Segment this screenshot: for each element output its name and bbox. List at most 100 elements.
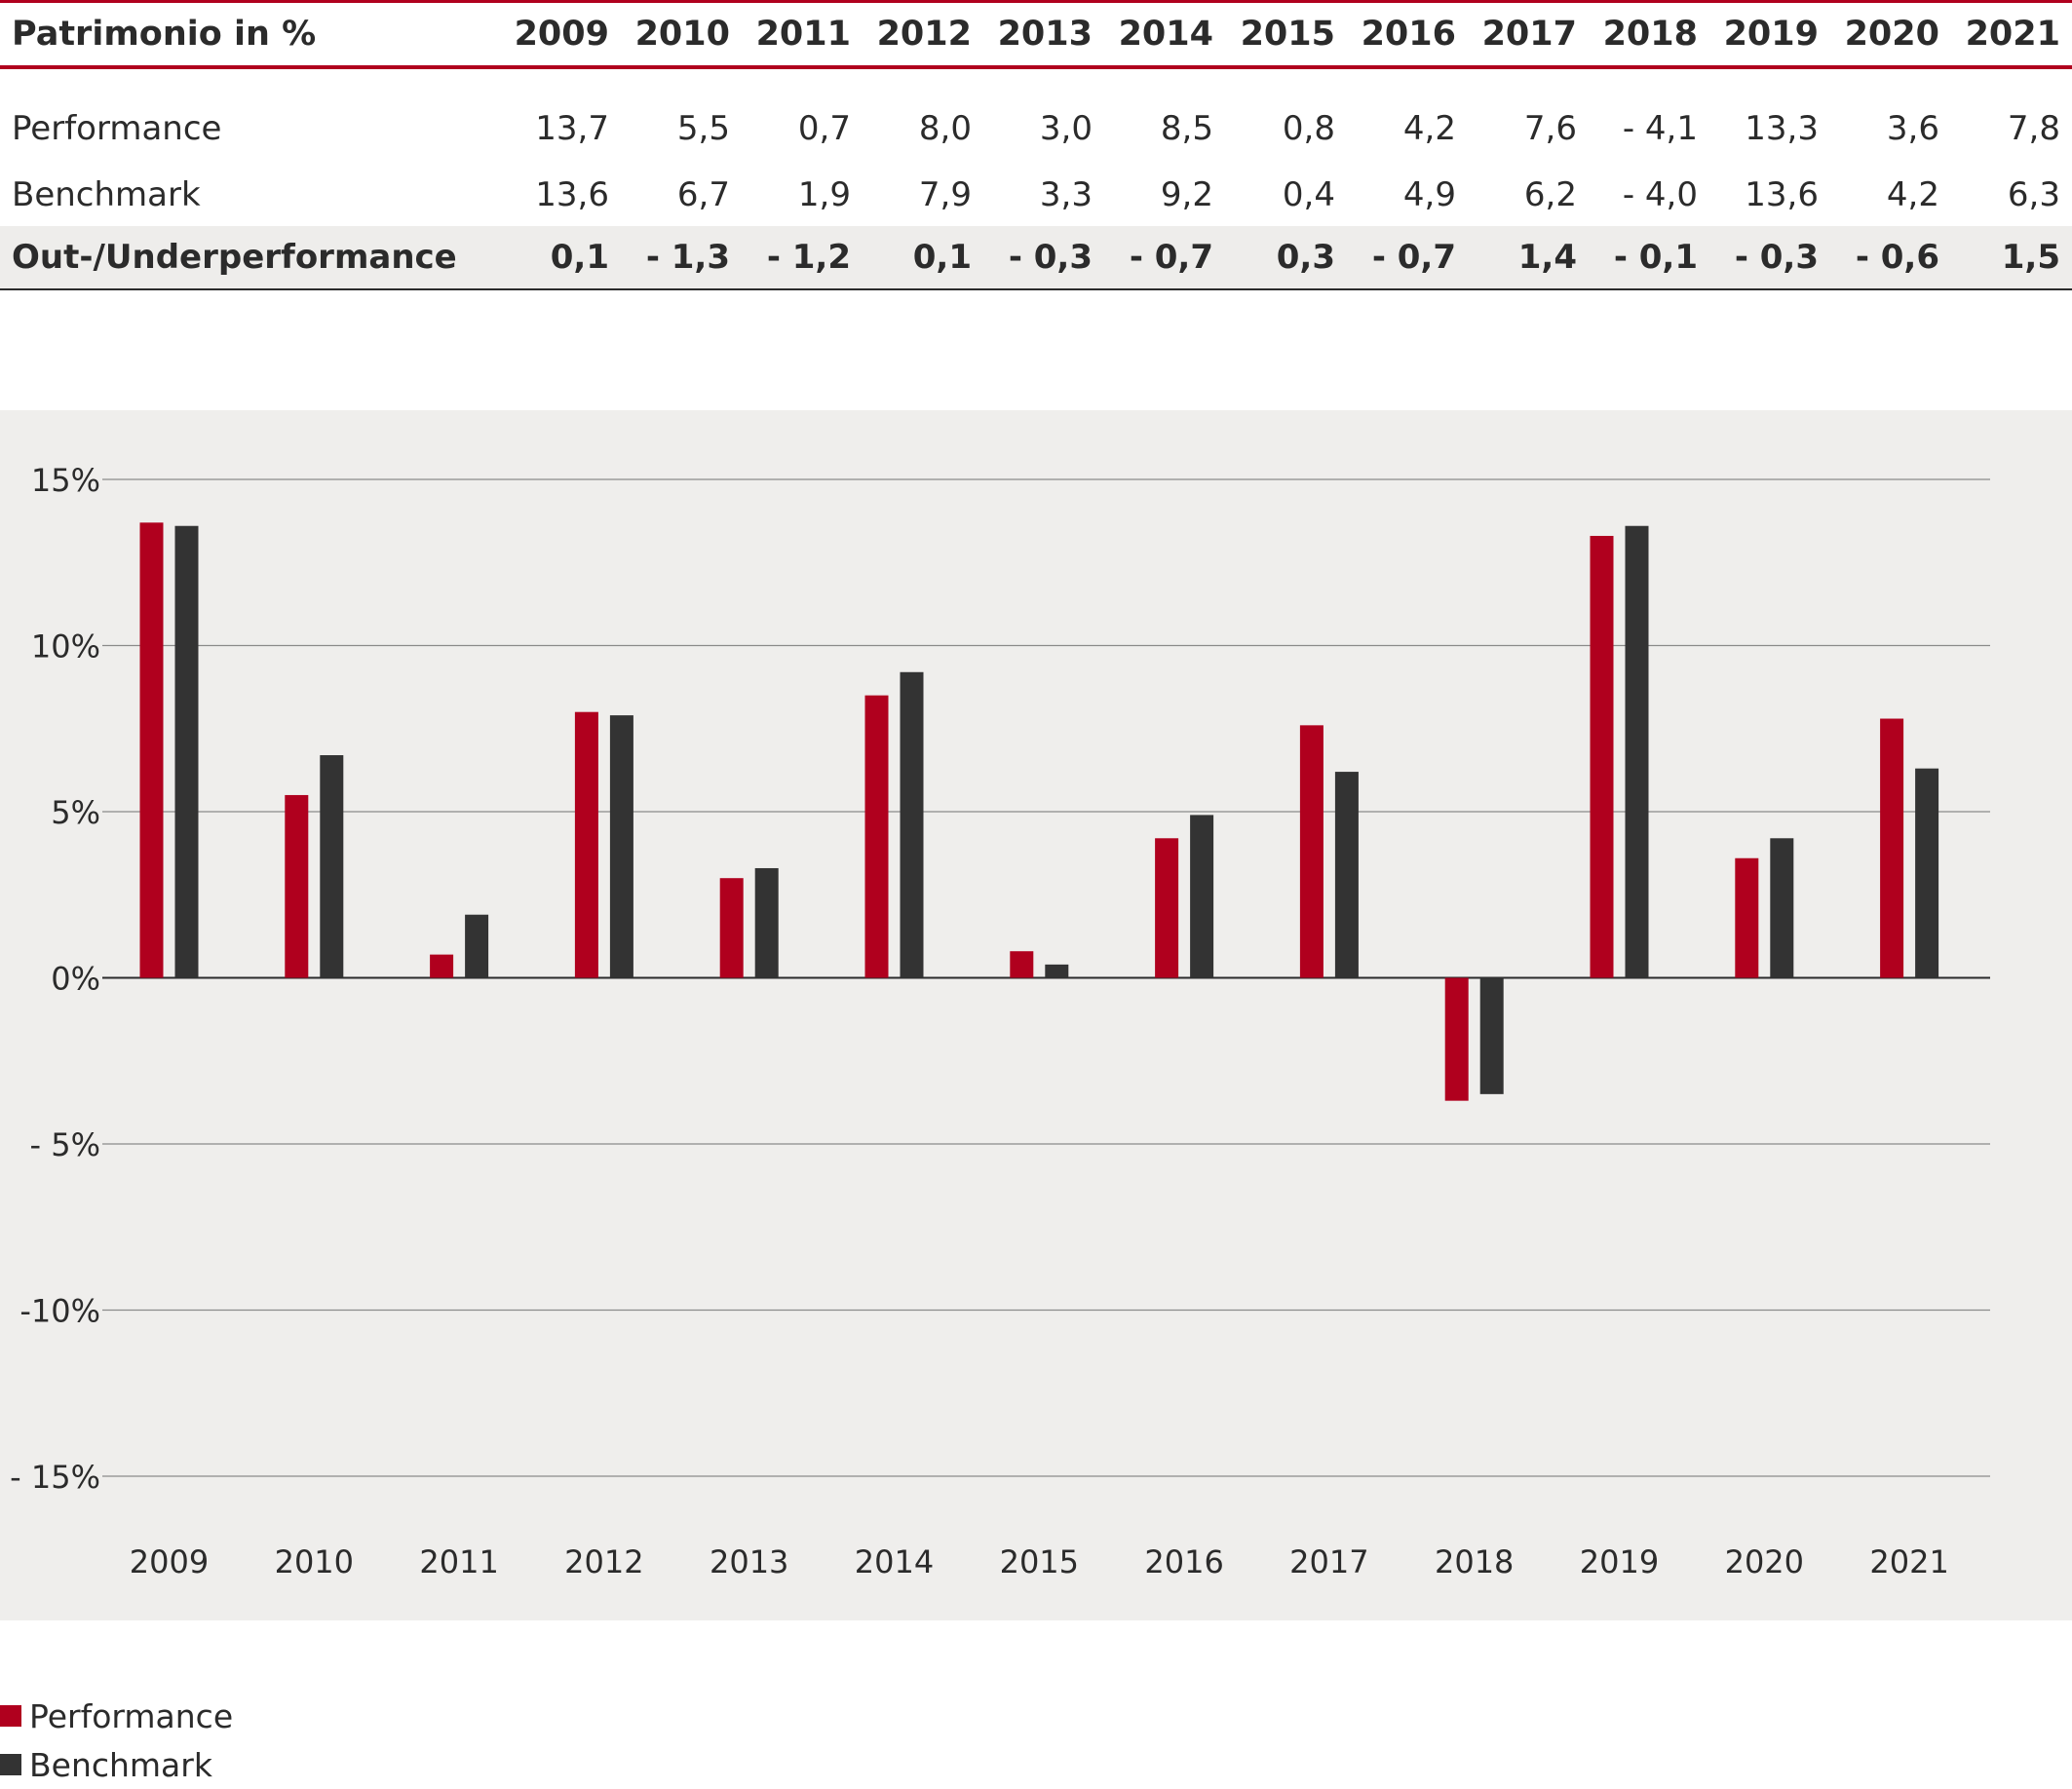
table-cell: 6,7 (676, 175, 730, 214)
table-cell: 13,6 (1745, 175, 1819, 214)
bar-benchmark-2014 (900, 671, 924, 978)
table-cell: 13,6 (535, 175, 609, 214)
bar-chart-svg: 15% 10% 5% 0% - 5% -10% - 15% 2009 2010 2011 2012 2… (10, 462, 1990, 1580)
bar-benchmark-2020 (1770, 838, 1794, 978)
x-tick-label: 2019 (1580, 1543, 1659, 1580)
table-header-rule (0, 65, 2072, 69)
table-cell: 0,8 (1282, 109, 1335, 148)
bar-benchmark-2009 (174, 525, 199, 978)
bar-performance-2012 (574, 711, 598, 978)
x-tick-label: 2018 (1435, 1543, 1514, 1580)
y-tick-label: 15% (31, 462, 100, 499)
bar-performance-2010 (285, 794, 309, 978)
bar-performance-2011 (430, 954, 454, 978)
table-cell: - 0,7 (1129, 238, 1213, 277)
year-header: 2011 (755, 15, 851, 54)
bar-performance-2016 (1155, 838, 1179, 978)
x-tick-label: 2020 (1725, 1543, 1804, 1580)
legend-item-performance: Performance (0, 1692, 233, 1740)
table-cell: 6,3 (2007, 175, 2060, 214)
table-cell: - 4,0 (1622, 175, 1698, 214)
table-cell: 8,5 (1160, 109, 1213, 148)
year-header: 2018 (1602, 15, 1698, 54)
table-cell: 4,9 (1402, 175, 1456, 214)
table-cell: 7,6 (1523, 109, 1577, 148)
bar-benchmark-2018 (1479, 977, 1504, 1094)
table-cell: 13,7 (535, 109, 609, 148)
bar-chart: 15% 10% 5% 0% - 5% -10% - 15% 2009 2010 2011 2012 2… (0, 410, 2072, 1620)
year-header: 2015 (1240, 15, 1335, 54)
year-header: 2017 (1481, 15, 1577, 54)
table-cell: - 0,7 (1371, 238, 1456, 277)
x-tick-label: 2016 (1144, 1543, 1223, 1580)
bar-performance-2013 (719, 878, 744, 978)
bar-performance-2009 (139, 522, 164, 978)
bar-benchmark-2010 (320, 755, 344, 978)
bar-benchmark-2013 (754, 867, 779, 978)
table-bottom-rule (0, 288, 2072, 290)
y-tick-label: -10% (19, 1293, 100, 1330)
x-tick-label: 2015 (1000, 1543, 1079, 1580)
legend-label: Benchmark (29, 1745, 212, 1784)
table-cell: 1,5 (2001, 238, 2060, 277)
bar-benchmark-2015 (1045, 964, 1069, 978)
bar-benchmark-2017 (1334, 772, 1359, 978)
year-header: 2019 (1723, 15, 1819, 54)
table-cell: 8,0 (918, 109, 972, 148)
x-tick-label: 2011 (419, 1543, 498, 1580)
year-header: 2013 (997, 15, 1093, 54)
table-top-rule (0, 0, 2072, 3)
bar-performance-2021 (1880, 718, 1904, 978)
table-header-row: Patrimonio in % 2009 2010 2011 2012 2013 2014… (0, 3, 2072, 65)
table-cell: - 0,6 (1855, 238, 1939, 277)
x-tick-label: 2009 (130, 1543, 209, 1580)
table-cell: 7,8 (2007, 109, 2060, 148)
bar-benchmark-2012 (609, 715, 633, 978)
year-header: 2016 (1361, 15, 1456, 54)
year-header: 2020 (1844, 15, 1939, 54)
legend-swatch-benchmark (0, 1754, 21, 1775)
legend-label: Performance (29, 1696, 234, 1735)
table-cell: 7,9 (918, 175, 972, 214)
table-cell: - 0,3 (1008, 238, 1093, 277)
table-cell: 13,3 (1745, 109, 1819, 148)
x-tick-label: 2013 (710, 1543, 788, 1580)
chart-legend: Performance Benchmark (0, 1692, 233, 1789)
table-cell: 0,4 (1282, 175, 1335, 214)
y-tick-label: 0% (51, 961, 100, 998)
year-header: 2021 (1965, 15, 2060, 54)
x-tick-label: 2012 (564, 1543, 643, 1580)
table-cell: - 0,1 (1613, 238, 1698, 277)
x-tick-label: 2010 (275, 1543, 354, 1580)
y-tick-label: - 5% (30, 1126, 100, 1163)
bar-benchmark-2021 (1915, 768, 1939, 978)
bar-performance-2017 (1299, 725, 1324, 978)
y-tick-label: - 15% (10, 1459, 100, 1496)
y-tick-label: 10% (31, 628, 100, 666)
table-cell: 3,6 (1886, 109, 1939, 148)
table-cell: 4,2 (1402, 109, 1456, 148)
table-row-out-underperformance: Out-/Underperformance 0,1 - 1,3 - 1,2 0,1 - … (0, 226, 2072, 288)
row-label: Benchmark (12, 175, 201, 214)
table-cell: 3,0 (1039, 109, 1093, 148)
bar-performance-2019 (1590, 535, 1614, 978)
table-cell: 0,7 (797, 109, 851, 148)
year-header: 2014 (1118, 15, 1213, 54)
bar-benchmark-2011 (465, 914, 489, 978)
year-header: 2012 (876, 15, 972, 54)
row-label: Out-/Underperformance (12, 238, 457, 277)
legend-item-benchmark: Benchmark (0, 1740, 233, 1789)
table-cell: - 0,3 (1734, 238, 1819, 277)
x-tick-label: 2017 (1289, 1543, 1368, 1580)
table-cell: 6,2 (1523, 175, 1577, 214)
table-cell: 0,1 (550, 238, 609, 277)
table-cell: - 4,1 (1622, 109, 1698, 148)
table-cell: 1,9 (797, 175, 851, 214)
table-cell: 4,2 (1886, 175, 1939, 214)
table-row-performance: Performance 13,7 5,5 0,7 8,0 3,0 8,5 0,8 4,2 7,6… (0, 95, 2072, 162)
year-header: 2009 (514, 15, 609, 54)
bar-performance-2015 (1010, 951, 1034, 978)
table-cell: 3,3 (1039, 175, 1093, 214)
x-tick-label: 2021 (1869, 1543, 1948, 1580)
bar-performance-2018 (1444, 977, 1469, 1101)
